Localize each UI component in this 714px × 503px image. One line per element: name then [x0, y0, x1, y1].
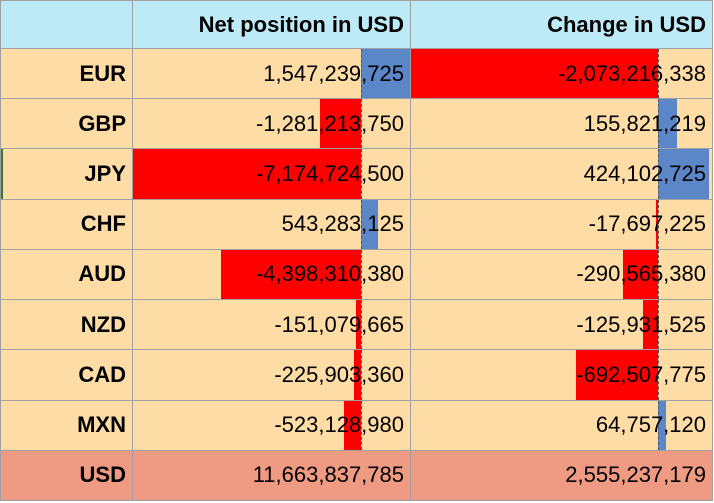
table-row-nzd: NZD -151,079,665 -125,931,525: [0, 299, 713, 351]
cell-value: -692,507,775: [576, 361, 706, 387]
change-cell[interactable]: -125,931,525: [410, 299, 713, 351]
data-bar-axis: [360, 250, 362, 299]
data-bar-axis: [360, 401, 362, 450]
cell-value: 11,663,837,785: [252, 462, 404, 488]
negative-data-bar: [133, 149, 361, 199]
net-position-cell[interactable]: -4,398,310,380: [132, 248, 411, 301]
data-bar-axis: [658, 200, 660, 249]
cell-value: -290,565,380: [576, 261, 706, 287]
negative-data-bar: [320, 99, 361, 148]
header-row: Net position in USD Change in USD: [0, 0, 713, 49]
cell-value: 155,821,219: [583, 110, 706, 136]
header-cell-currency[interactable]: [0, 0, 133, 49]
cell-value: 1,547,239,725: [263, 60, 404, 86]
negative-data-bar: [623, 250, 659, 299]
table-row-jpy: JPY -7,174,724,500 424,102,725: [0, 148, 713, 200]
data-bar-axis: [658, 300, 660, 349]
negative-data-bar: [356, 300, 361, 349]
table-row-aud: AUD -4,398,310,380 -290,565,380: [0, 248, 713, 301]
positive-data-bar: [658, 99, 677, 148]
change-cell[interactable]: -17,697,225: [410, 198, 713, 250]
net-position-cell[interactable]: 1,547,239,725: [132, 47, 411, 100]
currency-cell[interactable]: NZD: [0, 299, 133, 351]
positive-data-bar: [658, 149, 709, 199]
currency-cell[interactable]: JPY: [0, 148, 133, 200]
total-change-cell[interactable]: 2,555,237,179: [410, 449, 713, 502]
currency-cell[interactable]: AUD: [0, 248, 133, 301]
data-bar-axis: [658, 401, 660, 450]
data-bar-axis: [360, 200, 362, 249]
cell-value: -523,128,980: [274, 412, 404, 438]
currency-cell[interactable]: EUR: [0, 47, 133, 100]
header-cell-net-position[interactable]: Net position in USD: [132, 0, 411, 49]
cell-value: -17,697,225: [588, 211, 706, 237]
negative-data-bar: [411, 49, 659, 98]
header-cell-change[interactable]: Change in USD: [410, 0, 713, 49]
net-position-cell[interactable]: -7,174,724,500: [132, 148, 411, 200]
currency-cell[interactable]: CAD: [0, 349, 133, 401]
change-cell[interactable]: 424,102,725: [410, 148, 713, 200]
table-body: EUR 1,547,239,725 -2,073,216,338 GBP -1,281,…: [0, 47, 713, 502]
negative-data-bar: [353, 350, 361, 400]
table-row-mxn: MXN -523,128,980 64,757,120: [0, 399, 713, 451]
data-bar-axis: [360, 300, 362, 349]
negative-data-bar: [221, 250, 361, 299]
data-bar-axis: [360, 149, 362, 199]
negative-data-bar: [643, 300, 659, 349]
data-bar-axis: [360, 49, 362, 98]
net-position-cell[interactable]: -151,079,665: [132, 299, 411, 351]
data-bar-axis: [658, 99, 660, 148]
total-net-position-cell[interactable]: 11,663,837,785: [132, 449, 411, 502]
cell-value: -125,931,525: [576, 311, 706, 337]
row-selection-marker: [1, 149, 3, 199]
net-position-cell[interactable]: 543,283,125: [132, 198, 411, 250]
change-cell[interactable]: -2,073,216,338: [410, 47, 713, 100]
table-row-cad: CAD -225,903,360 -692,507,775: [0, 349, 713, 401]
total-currency-cell[interactable]: USD: [0, 449, 133, 502]
change-cell[interactable]: 64,757,120: [410, 399, 713, 451]
cell-value: 543,283,125: [281, 211, 404, 237]
data-bar-axis: [658, 49, 660, 98]
change-cell[interactable]: -290,565,380: [410, 248, 713, 301]
positive-data-bar: [360, 200, 379, 249]
cell-value: -1,281,213,750: [255, 110, 404, 136]
cell-value: -151,079,665: [274, 311, 404, 337]
net-position-cell[interactable]: -225,903,360: [132, 349, 411, 401]
table-row-total: USD 11,663,837,785 2,555,237,179: [0, 449, 713, 502]
currency-cell[interactable]: MXN: [0, 399, 133, 451]
table-row-chf: CHF 543,283,125 -17,697,225: [0, 198, 713, 250]
cell-value: 424,102,725: [583, 161, 706, 187]
data-bar-axis: [658, 149, 660, 199]
data-bar-axis: [658, 250, 660, 299]
change-cell[interactable]: 155,821,219: [410, 98, 713, 150]
cell-value: -2,073,216,338: [557, 60, 706, 86]
negative-data-bar: [575, 350, 659, 400]
cell-value: -7,174,724,500: [255, 161, 404, 187]
data-bar-axis: [360, 99, 362, 148]
negative-data-bar: [655, 200, 659, 249]
table-row-gbp: GBP -1,281,213,750 155,821,219: [0, 98, 713, 150]
positive-data-bar: [360, 49, 410, 98]
cell-value: 64,757,120: [595, 412, 706, 438]
data-bar-axis: [658, 350, 660, 400]
currency-cell[interactable]: CHF: [0, 198, 133, 250]
table-row-eur: EUR 1,547,239,725 -2,073,216,338: [0, 47, 713, 100]
cell-value: -4,398,310,380: [255, 261, 404, 287]
data-bar-axis: [360, 350, 362, 400]
net-position-cell[interactable]: -523,128,980: [132, 399, 411, 451]
change-cell[interactable]: -692,507,775: [410, 349, 713, 401]
positive-data-bar: [658, 401, 666, 450]
negative-data-bar: [344, 401, 361, 450]
net-position-cell[interactable]: -1,281,213,750: [132, 98, 411, 150]
cell-value: -225,903,360: [274, 361, 404, 387]
currency-cell[interactable]: GBP: [0, 98, 133, 150]
cell-value: 2,555,237,179: [565, 462, 706, 488]
